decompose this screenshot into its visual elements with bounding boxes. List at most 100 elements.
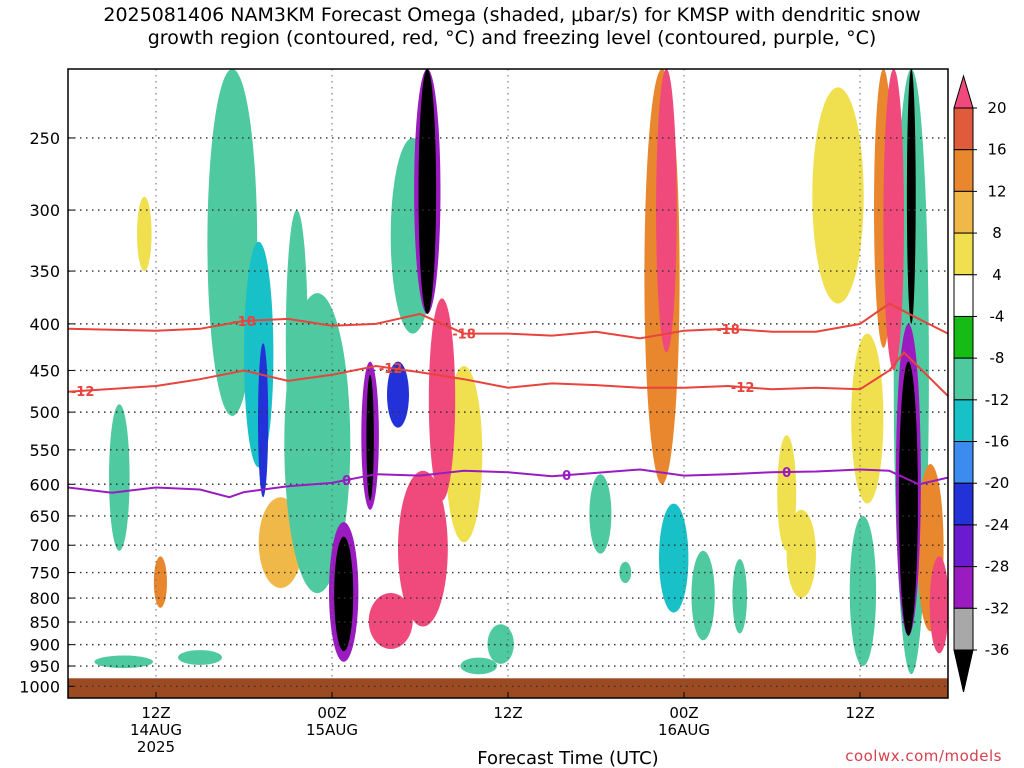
omega-shade-blob bbox=[898, 361, 918, 636]
omega-shade-blob bbox=[398, 470, 448, 627]
x-tick-label: 12Z bbox=[845, 704, 874, 722]
contour-label: -12 bbox=[71, 385, 95, 400]
y-tick-label: 450 bbox=[29, 361, 60, 380]
y-tick-label: 850 bbox=[29, 613, 60, 632]
x-tick-label: 00Z bbox=[317, 704, 346, 722]
title-line-1: 2025081406 NAM3KM Forecast Omega (shaded… bbox=[103, 4, 921, 26]
y-tick-label: 1000 bbox=[19, 677, 60, 696]
colorbar-box bbox=[953, 274, 974, 317]
y-tick-label: 300 bbox=[29, 201, 60, 220]
y-tick-label: 900 bbox=[29, 636, 60, 655]
colorbar-box bbox=[953, 357, 974, 401]
contour-label: -12 bbox=[731, 381, 755, 396]
omega-shade-blob bbox=[929, 556, 948, 654]
omega-shade-blob bbox=[732, 559, 747, 634]
y-tick-label: 650 bbox=[29, 507, 60, 526]
colorbar-box bbox=[953, 607, 974, 651]
omega-shade-blob bbox=[137, 196, 152, 272]
omega-shade-blob bbox=[366, 374, 374, 501]
colorbar-box bbox=[953, 232, 974, 276]
colorbar-label: 20 bbox=[987, 99, 1006, 117]
x-tick-date: 16AUG bbox=[658, 721, 710, 739]
y-tick-label: 400 bbox=[29, 315, 60, 334]
chart-title: 2025081406 NAM3KM Forecast Omega (shaded… bbox=[0, 4, 1024, 50]
x-axis-label: Forecast Time (UTC) bbox=[477, 748, 658, 768]
colorbar-label: -4 bbox=[990, 307, 1005, 325]
omega-shade-blob bbox=[153, 556, 167, 608]
omega-shade-blob bbox=[589, 474, 612, 554]
omega-shade-blob bbox=[619, 561, 632, 584]
omega-shade-blob bbox=[258, 343, 269, 498]
omega-shade-blob bbox=[368, 593, 413, 649]
colorbar-top-arrow bbox=[953, 74, 974, 109]
contour-label: 0 bbox=[562, 469, 571, 484]
contour-label: 0 bbox=[342, 474, 351, 489]
colorbar-label: 8 bbox=[992, 224, 1002, 242]
omega-shade-blob bbox=[659, 503, 689, 613]
colorbar-label: -20 bbox=[985, 474, 1010, 492]
omega-shade-blob bbox=[178, 650, 222, 665]
colorbar-box bbox=[953, 441, 974, 484]
colorbar-box bbox=[953, 399, 974, 443]
credit-text[interactable]: coolwx.com/models bbox=[845, 747, 1002, 765]
omega-shade-blob bbox=[284, 293, 351, 594]
x-tick-date: 14AUG bbox=[130, 721, 182, 739]
colorbar-label: -16 bbox=[985, 433, 1010, 451]
colorbar-label: -24 bbox=[985, 516, 1010, 534]
title-line-2: growth region (contoured, red, °C) and f… bbox=[147, 27, 877, 49]
y-tick-label: 350 bbox=[29, 262, 60, 281]
x-tick-year: 2025 bbox=[137, 738, 175, 756]
colorbar-label: 4 bbox=[992, 266, 1002, 284]
colorbar-bottom-arrow bbox=[953, 649, 974, 693]
contour-label: -18 bbox=[716, 323, 740, 338]
plot-area: -18 -18 -18 -12 -12 -12 0 0 0 bbox=[68, 69, 948, 698]
contour-label: 0 bbox=[782, 466, 791, 481]
omega-shade-blob bbox=[94, 655, 153, 669]
omega-shade-blob bbox=[387, 361, 409, 428]
omega-shade-blob bbox=[883, 69, 904, 371]
contour-line bbox=[68, 468, 948, 499]
omega-shade-blob bbox=[906, 69, 916, 324]
omega-shade-blob bbox=[418, 69, 437, 314]
y-tick-label: 550 bbox=[29, 441, 60, 460]
x-tick-label: 00Z bbox=[669, 704, 698, 722]
colorbar-box bbox=[953, 315, 974, 359]
colorbar-box bbox=[953, 190, 974, 234]
y-tick-label: 800 bbox=[29, 589, 60, 608]
omega-shade-blob bbox=[812, 87, 864, 304]
colorbar-label: -36 bbox=[985, 641, 1010, 659]
colorbar-box bbox=[953, 482, 974, 526]
omega-shade-blob bbox=[786, 509, 816, 598]
colorbar-box bbox=[953, 524, 974, 568]
y-tick-label: 600 bbox=[29, 475, 60, 494]
colorbar-box bbox=[953, 149, 974, 192]
colorbar-label: -8 bbox=[990, 349, 1005, 367]
contour-line bbox=[68, 351, 948, 397]
omega-shade-blob bbox=[109, 404, 130, 551]
omega-shade-blob bbox=[851, 333, 884, 504]
colorbar-label: -32 bbox=[985, 599, 1010, 617]
colorbar-label: 16 bbox=[987, 141, 1006, 159]
colorbar-label: 12 bbox=[987, 182, 1006, 200]
y-tick-label: 500 bbox=[29, 403, 60, 422]
colorbar-box bbox=[953, 566, 974, 609]
colorbar-box bbox=[953, 107, 974, 151]
contour-label: -12 bbox=[379, 362, 403, 377]
omega-shade-blob bbox=[334, 536, 354, 652]
x-tick-date: 15AUG bbox=[306, 721, 358, 739]
x-tick-label: 12Z bbox=[141, 704, 170, 722]
contour-line bbox=[68, 302, 948, 340]
omega-shade-blob bbox=[849, 515, 877, 667]
contour-label: -18 bbox=[232, 315, 256, 330]
y-tick-label: 700 bbox=[29, 536, 60, 555]
y-tick-label: 750 bbox=[29, 564, 60, 583]
x-tick-label: 12Z bbox=[493, 704, 522, 722]
omega-shade-blob bbox=[460, 657, 498, 675]
y-tick-label: 250 bbox=[29, 129, 60, 148]
colorbar-label: -12 bbox=[985, 391, 1010, 409]
y-tick-label: 950 bbox=[29, 657, 60, 676]
colorbar-label: -28 bbox=[985, 558, 1010, 576]
omega-shade-blob bbox=[656, 69, 677, 353]
omega-shade-blob bbox=[691, 550, 715, 641]
